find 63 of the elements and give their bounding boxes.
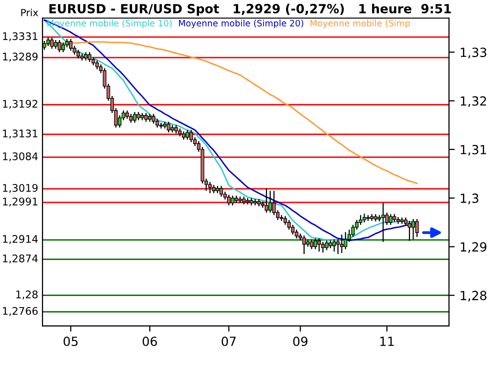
ref-line-label: 1,3289 xyxy=(3,52,38,62)
candlestick xyxy=(302,234,306,255)
candlestick xyxy=(152,113,156,124)
y-tick-label: 1,28 xyxy=(460,290,486,302)
candlestick xyxy=(186,129,190,140)
candlestick xyxy=(50,37,54,50)
candlestick xyxy=(264,188,268,214)
candlestick xyxy=(189,129,193,143)
candlestick xyxy=(291,224,295,236)
candlestick xyxy=(220,185,224,198)
candlestick xyxy=(408,220,412,242)
y-axis-title: Prix xyxy=(21,8,38,16)
candlestick xyxy=(411,218,416,240)
candlestick xyxy=(310,238,314,250)
candlestick xyxy=(321,241,325,254)
ref-line-label: 1,3019 xyxy=(3,184,38,193)
candlestick xyxy=(388,214,392,226)
candlestick xyxy=(68,38,72,52)
candlestick xyxy=(314,238,318,250)
candlestick xyxy=(132,111,136,124)
x-tick-label: 11 xyxy=(380,336,394,346)
x-tick-label: 09 xyxy=(293,336,308,346)
ref-line-label: 1,3192 xyxy=(3,100,38,109)
y-tick-label: 1,29 xyxy=(460,242,486,253)
y-tick-label: 1,31 xyxy=(460,144,486,156)
ref-line-label: 1,28 xyxy=(16,290,38,300)
candlestick xyxy=(332,238,336,252)
candlestick xyxy=(166,121,170,133)
ref-line-label: 1,3084 xyxy=(3,152,38,162)
candlestick xyxy=(415,218,419,238)
y-tick-label: 1,33 xyxy=(460,48,486,58)
candlestick xyxy=(351,224,355,238)
candlestick xyxy=(317,238,321,252)
candlestick xyxy=(344,232,348,250)
text: Moyenne mobile (Simp xyxy=(310,20,410,28)
line-series xyxy=(44,41,418,184)
x-tick-label: 06 xyxy=(142,336,157,346)
x-tick-label: 07 xyxy=(222,336,236,346)
candlestick xyxy=(340,234,344,254)
ref-line-label: 1,3331 xyxy=(3,32,38,42)
ref-line-label: 1,2766 xyxy=(3,307,38,316)
candlestick xyxy=(208,181,212,194)
candlestick xyxy=(358,214,362,226)
candlestick xyxy=(272,190,276,216)
y-tick-label: 1,3 xyxy=(460,194,478,204)
candlestick xyxy=(58,39,62,53)
text: Moyenne mobile (Simple 20) xyxy=(179,20,304,28)
candlestick xyxy=(336,238,340,255)
ref-line-label: 1,3131 xyxy=(3,130,38,138)
ref-line-label: 1,2874 xyxy=(3,254,38,264)
candlestick xyxy=(324,240,328,251)
x-tick-label: 05 xyxy=(64,336,78,346)
candlestick xyxy=(230,195,234,206)
candlestick xyxy=(268,190,272,214)
candlestick xyxy=(61,42,65,53)
candlestick xyxy=(88,52,92,62)
candlestick xyxy=(381,202,385,242)
ref-line-label: 1,2991 xyxy=(3,198,38,207)
ref-line-label: 1,2914 xyxy=(3,235,38,244)
chart-title: EURUSD - EUR/USD Spot 1,2929 (-0,27%) 1 heure 9:51 xyxy=(49,4,451,16)
candlestick xyxy=(227,194,231,206)
y-tick-label: 1,32 xyxy=(460,96,486,108)
candlestick xyxy=(287,219,291,230)
